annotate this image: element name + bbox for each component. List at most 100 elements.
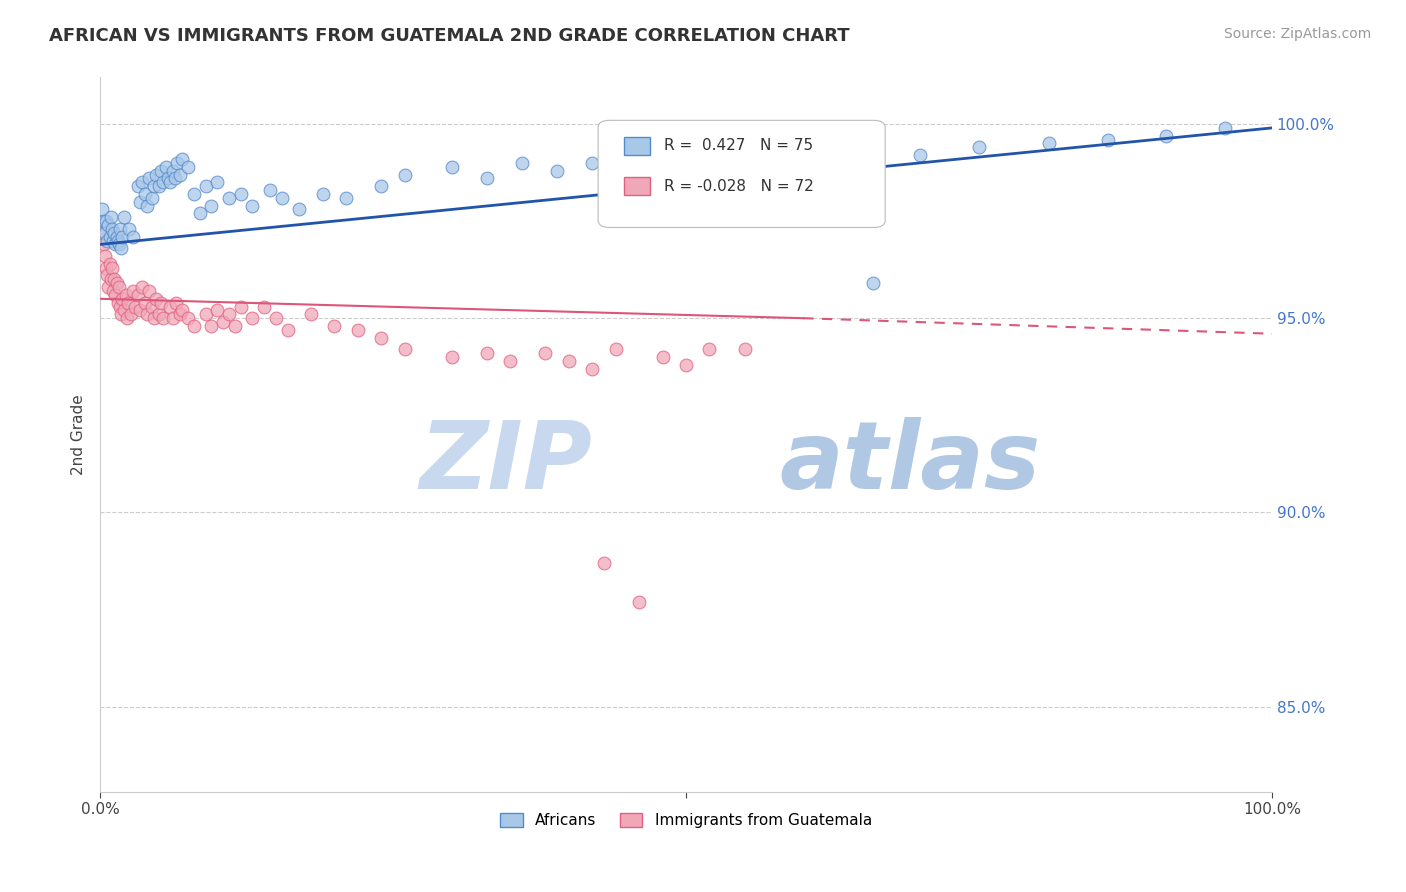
Point	[721, 145, 744, 159]
Point	[105, 229, 128, 244]
Point	[370, 179, 392, 194]
Point	[91, 202, 114, 217]
Point	[101, 260, 124, 275]
Point	[134, 295, 156, 310]
FancyBboxPatch shape	[624, 136, 650, 154]
Point	[96, 234, 118, 248]
Point	[145, 292, 167, 306]
Point	[104, 288, 127, 302]
Legend: Africans, Immigrants from Guatemala: Africans, Immigrants from Guatemala	[494, 807, 877, 834]
Point	[138, 284, 160, 298]
Text: AFRICAN VS IMMIGRANTS FROM GUATEMALA 2ND GRADE CORRELATION CHART: AFRICAN VS IMMIGRANTS FROM GUATEMALA 2ND…	[49, 27, 849, 45]
Point	[166, 156, 188, 170]
Point	[93, 237, 115, 252]
Point	[165, 295, 187, 310]
Point	[312, 186, 335, 201]
Point	[229, 186, 252, 201]
Point	[150, 295, 173, 310]
Point	[277, 323, 299, 337]
Point	[141, 191, 163, 205]
Point	[124, 300, 146, 314]
Point	[200, 198, 222, 212]
Point	[108, 300, 131, 314]
Point	[91, 226, 114, 240]
Point	[675, 148, 697, 162]
Point	[335, 191, 357, 205]
Point	[218, 191, 240, 205]
Point	[1213, 120, 1236, 135]
Point	[183, 186, 205, 201]
Text: R =  0.427   N = 75: R = 0.427 N = 75	[664, 138, 813, 153]
Point	[141, 300, 163, 314]
Point	[212, 315, 235, 329]
Point	[270, 191, 292, 205]
Point	[127, 179, 149, 194]
Point	[699, 343, 721, 357]
Point	[152, 311, 174, 326]
Point	[183, 318, 205, 333]
Point	[131, 280, 153, 294]
Point	[155, 160, 177, 174]
Text: atlas: atlas	[780, 417, 1040, 509]
Point	[194, 179, 217, 194]
Point	[200, 318, 222, 333]
Point	[111, 229, 134, 244]
Point	[94, 214, 117, 228]
Point	[229, 300, 252, 314]
Point	[172, 152, 194, 166]
Point	[815, 145, 838, 159]
Point	[475, 171, 498, 186]
Point	[172, 303, 194, 318]
Point	[143, 311, 166, 326]
Point	[104, 237, 127, 252]
Point	[1156, 128, 1178, 143]
Point	[134, 186, 156, 201]
Point	[118, 222, 141, 236]
Point	[110, 241, 132, 255]
Point	[115, 288, 138, 302]
FancyBboxPatch shape	[598, 120, 886, 227]
Point	[967, 140, 990, 154]
Point	[605, 343, 627, 357]
Point	[103, 226, 125, 240]
Point	[651, 350, 673, 364]
Point	[218, 307, 240, 321]
Point	[224, 318, 246, 333]
Point	[112, 303, 135, 318]
Point	[510, 156, 533, 170]
Point	[107, 234, 129, 248]
Text: R = -0.028   N = 72: R = -0.028 N = 72	[664, 179, 814, 194]
Point	[862, 277, 884, 291]
Point	[94, 249, 117, 263]
Point	[440, 350, 463, 364]
Point	[264, 311, 287, 326]
Point	[97, 218, 120, 232]
Point	[98, 229, 121, 244]
Point	[288, 202, 311, 217]
Point	[111, 292, 134, 306]
Point	[628, 152, 651, 166]
Point	[120, 307, 142, 321]
Point	[138, 171, 160, 186]
Point	[734, 343, 756, 357]
Point	[157, 171, 180, 186]
Point	[152, 175, 174, 189]
Point	[188, 206, 211, 220]
Point	[97, 280, 120, 294]
Point	[143, 179, 166, 194]
Point	[101, 222, 124, 236]
Point	[159, 300, 181, 314]
Point	[475, 346, 498, 360]
Point	[769, 148, 792, 162]
Point	[136, 198, 159, 212]
Point	[675, 358, 697, 372]
Point	[347, 323, 370, 337]
Point	[162, 311, 184, 326]
Point	[169, 307, 191, 321]
Point	[159, 175, 181, 189]
Point	[546, 163, 568, 178]
Point	[299, 307, 322, 321]
Point	[98, 257, 121, 271]
Point	[323, 318, 346, 333]
Point	[108, 237, 131, 252]
